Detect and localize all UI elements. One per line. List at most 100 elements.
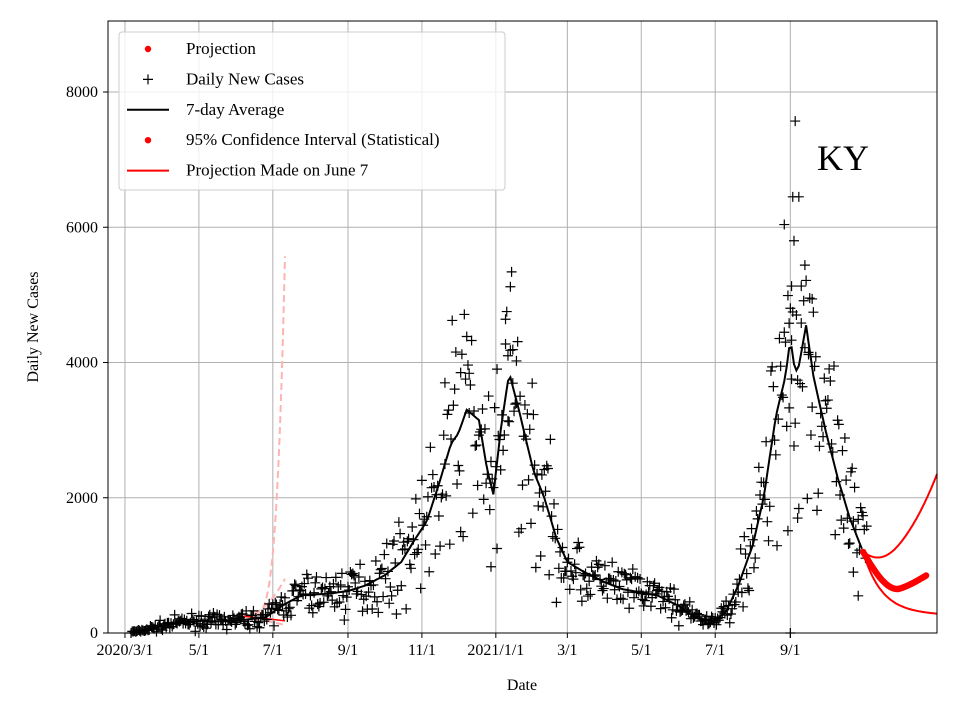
daily-case-point [762, 516, 773, 527]
daily-case-point [384, 598, 395, 609]
projection-point [922, 572, 930, 579]
daily-case-point [347, 568, 358, 579]
daily-case-point [447, 315, 458, 326]
daily-case-point [505, 281, 516, 292]
y-tick-label-0: 0 [90, 625, 98, 642]
daily-case-point [169, 609, 180, 620]
x-tick-label-9: 9/1 [780, 642, 800, 659]
daily-case-point [581, 583, 592, 594]
seven-day-average-layer [129, 325, 863, 634]
daily-case-point [793, 503, 804, 514]
x-tick-label-1: 5/1 [189, 642, 209, 659]
daily-case-point [485, 561, 496, 572]
legend-label-0: Projection [186, 39, 256, 58]
daily-case-point [796, 318, 807, 329]
daily-case-point [824, 363, 835, 374]
daily-case-point [379, 549, 390, 560]
daily-case-point [574, 542, 585, 553]
daily-case-point [576, 596, 587, 607]
daily-case-point [735, 543, 746, 554]
daily-case-point [190, 626, 201, 637]
daily-case-point [782, 290, 793, 301]
daily-case-point [692, 608, 703, 619]
daily-case-point [768, 381, 779, 392]
daily-case-point [622, 587, 633, 598]
daily-case-point [660, 602, 671, 613]
daily-case-point [407, 521, 418, 532]
daily-case-point [318, 597, 329, 608]
daily-case-point [448, 400, 459, 411]
daily-case-point [833, 419, 844, 430]
daily-case-point [784, 318, 795, 329]
daily-case-point [391, 608, 402, 619]
daily-case-point [822, 395, 833, 406]
daily-case-point [471, 440, 482, 451]
daily-case-point [284, 602, 295, 613]
daily-case-point [679, 599, 690, 610]
daily-case-point [443, 405, 454, 416]
x-tick-label-5: 2021/1/1 [467, 642, 524, 659]
daily-case-point [465, 379, 476, 390]
legend-label-3: 95% Confidence Interval (Statistical) [186, 130, 440, 149]
y-axis-ticks: 0 2000 4000 6000 8000 [66, 84, 108, 642]
daily-case-point [649, 578, 660, 589]
daily-case-point [498, 445, 509, 456]
daily-case-point [847, 463, 858, 474]
daily-case-point [307, 607, 318, 618]
daily-case-point [796, 281, 807, 292]
daily-case-point [206, 617, 217, 628]
daily-case-point [505, 345, 516, 356]
daily-case-point [403, 533, 414, 544]
daily-case-point [786, 281, 797, 292]
daily-case-point [744, 585, 755, 596]
daily-case-point [402, 536, 413, 547]
daily-case-point [530, 562, 541, 573]
daily-case-point [729, 599, 740, 610]
daily-case-point [763, 535, 774, 546]
y-tick-label-4: 8000 [66, 84, 98, 101]
daily-case-point [645, 601, 656, 612]
daily-case-point [356, 589, 367, 600]
daily-case-point [598, 583, 609, 594]
daily-case-point [186, 608, 197, 619]
daily-case-point [615, 593, 626, 604]
daily-case-point [269, 620, 280, 631]
daily-case-point [504, 416, 515, 427]
daily-case-point [472, 480, 483, 491]
daily-case-point [450, 347, 461, 358]
daily-case-point [541, 460, 552, 471]
daily-case-point [369, 591, 380, 602]
ci-lower-bound-line [243, 615, 286, 626]
daily-case-point [801, 275, 812, 286]
daily-case-point [422, 491, 433, 502]
daily-case-point [643, 586, 654, 597]
daily-case-point [511, 355, 522, 366]
daily-case-point [564, 584, 575, 595]
daily-case-point [500, 338, 511, 349]
daily-case-point [449, 384, 460, 395]
daily-case-point [413, 544, 424, 555]
daily-case-point [310, 577, 321, 588]
daily-case-point [832, 415, 843, 426]
daily-case-point [430, 548, 441, 559]
daily-case-point [502, 350, 513, 361]
daily-case-point [483, 391, 494, 402]
daily-case-point [332, 598, 343, 609]
daily-case-point [416, 475, 427, 486]
daily-case-point [684, 596, 695, 607]
daily-case-point [533, 500, 544, 511]
daily-case-point [624, 603, 635, 614]
daily-case-point [350, 577, 361, 588]
daily-case-point [425, 442, 436, 453]
daily-case-point [455, 367, 466, 378]
daily-case-point [319, 583, 330, 594]
daily-case-point [666, 612, 677, 623]
daily-case-point [855, 502, 866, 513]
daily-case-point [381, 538, 392, 549]
daily-case-point [477, 403, 488, 414]
daily-case-point [632, 572, 643, 583]
daily-case-point [711, 619, 722, 630]
state-annotation: KY [817, 138, 869, 178]
daily-case-point [535, 550, 546, 561]
legend: Projection Daily New Cases 7-day Average 95… [118, 31, 506, 191]
